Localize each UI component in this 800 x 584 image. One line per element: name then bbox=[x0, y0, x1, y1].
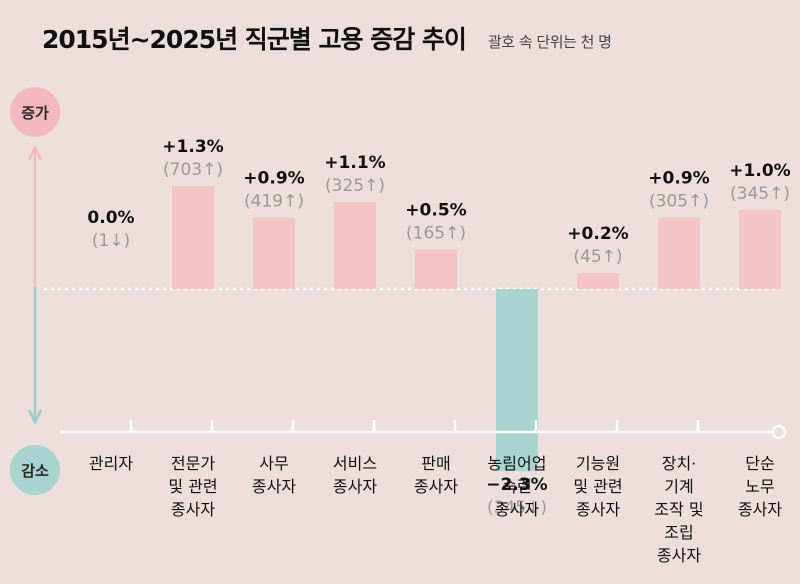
direction-arrows bbox=[27, 145, 43, 425]
category-label: 사무 bbox=[259, 454, 288, 473]
axis-end-circle bbox=[771, 424, 787, 440]
category-label: 기능원 bbox=[576, 454, 620, 473]
count-label: (305↑) bbox=[649, 192, 709, 212]
bar bbox=[577, 273, 619, 289]
count-label: (1↓) bbox=[92, 231, 130, 251]
category-label: 조립 bbox=[664, 523, 693, 542]
bar bbox=[739, 209, 781, 289]
value-label: +1.3% bbox=[162, 137, 223, 157]
category-label: 종사자 bbox=[333, 477, 377, 496]
count-label: (345↓) bbox=[487, 498, 547, 518]
bar bbox=[334, 201, 376, 289]
count-label: (345↑) bbox=[730, 184, 790, 204]
bar bbox=[658, 217, 700, 289]
count-label: (325↑) bbox=[325, 176, 385, 196]
category-label: 장치· bbox=[662, 454, 697, 473]
count-label: (165↑) bbox=[406, 223, 466, 243]
decrease-arrowhead-icon bbox=[27, 409, 43, 425]
value-label: +1.1% bbox=[324, 153, 385, 173]
category-label: 숙련 bbox=[502, 477, 531, 496]
bars-group bbox=[44, 186, 781, 472]
category-label: 및 관련 bbox=[168, 477, 217, 496]
labels-group: 0.0% (1↓) +1.3% (703↑) +0.9% (419↑) +1.1% (325↑… bbox=[87, 137, 790, 518]
category-label: 종사자 bbox=[414, 477, 458, 496]
count-label: (45↑) bbox=[573, 247, 622, 267]
bar bbox=[415, 249, 457, 289]
bar bbox=[172, 186, 214, 289]
chart-title: 2015년~2025년 직군별 고용 증감 추이 bbox=[42, 25, 467, 54]
category-label: 종사자 bbox=[252, 477, 296, 496]
count-label: (419↑) bbox=[244, 192, 304, 212]
category-label: 및 관련 bbox=[573, 477, 622, 496]
value-label: +0.9% bbox=[648, 169, 709, 189]
category-label: 노무 bbox=[745, 477, 774, 496]
bar bbox=[253, 217, 295, 289]
value-label: +1.0% bbox=[729, 161, 790, 181]
category-label: 종사자 bbox=[576, 500, 620, 519]
category-label: 관리자 bbox=[89, 454, 133, 473]
category-label: 농림어업 bbox=[488, 454, 547, 473]
increase-arrowhead-icon bbox=[27, 145, 43, 161]
unit-note: 괄호 속 단위는 천 명 bbox=[488, 33, 612, 51]
value-label: +0.5% bbox=[405, 200, 466, 220]
category-label: 판매 bbox=[421, 454, 450, 473]
category-label: 전문가 bbox=[171, 454, 215, 473]
category-label: 종사자 bbox=[495, 500, 539, 519]
value-label: −2.3% bbox=[486, 475, 547, 495]
category-label: 조작 및 bbox=[654, 500, 703, 519]
category-label: 종사자 bbox=[657, 546, 701, 565]
bar bbox=[496, 289, 538, 472]
increase-badge: 증가 bbox=[10, 87, 60, 137]
category-label: 단순 bbox=[745, 454, 774, 473]
value-label: 0.0% bbox=[87, 208, 134, 228]
value-label: +0.2% bbox=[567, 224, 628, 244]
category-label: 기계 bbox=[664, 477, 693, 496]
category-label: 종사자 bbox=[171, 500, 215, 519]
count-label: (703↑) bbox=[163, 160, 223, 180]
decrease-badge: 감소 bbox=[10, 445, 60, 495]
value-label: +0.9% bbox=[243, 169, 304, 189]
category-label: 서비스 bbox=[333, 454, 377, 473]
category-label: 종사자 bbox=[738, 500, 782, 519]
